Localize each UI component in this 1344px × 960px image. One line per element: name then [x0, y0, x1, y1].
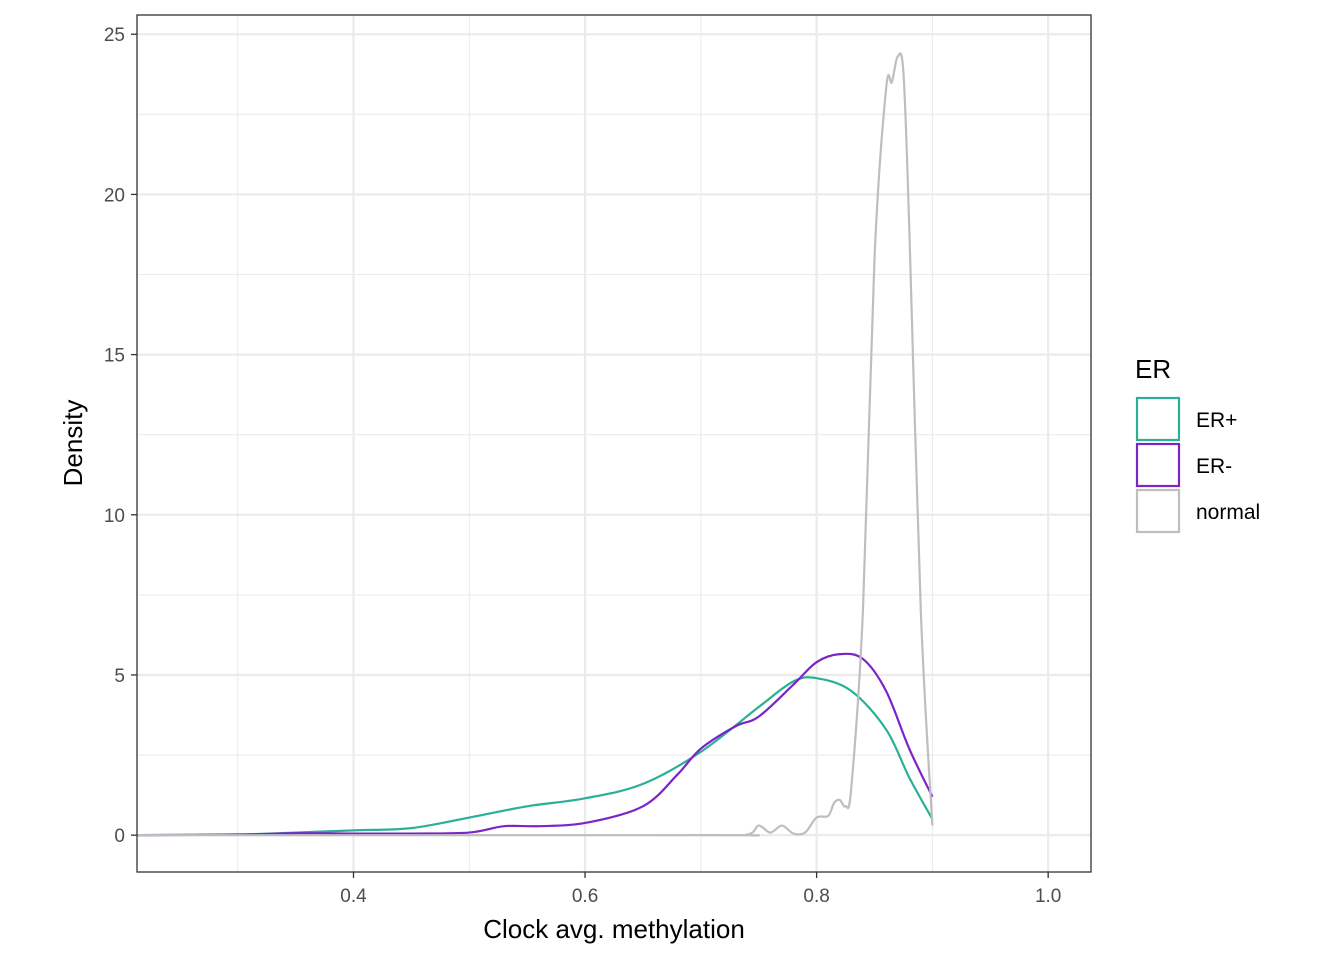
legend-key-box: [1135, 396, 1181, 442]
legend: ER ER+ ER-normal: [1135, 354, 1260, 534]
legend-label: ER-: [1196, 455, 1232, 478]
y-axis-ticks: 0 5 10 15 20 25: [104, 25, 137, 847]
y-tick-label: 20: [104, 185, 125, 206]
y-tick-label: 25: [104, 25, 125, 46]
y-tick-label: 10: [104, 506, 125, 527]
panel-border: [136, 14, 1092, 873]
x-axis-title: Clock avg. methylation: [483, 914, 745, 944]
x-tick-label: 1.0: [1035, 886, 1061, 907]
legend-title: ER: [1135, 354, 1171, 384]
y-tick-label: 0: [114, 826, 125, 847]
y-tick-label: 5: [114, 666, 125, 687]
y-tick-label: 15: [104, 346, 125, 367]
legend-key-box: [1135, 442, 1181, 488]
series-layer: [136, 52, 934, 837]
series-line-normal: [136, 52, 934, 837]
panel-background: [137, 15, 1091, 872]
x-tick-label: 0.4: [340, 886, 367, 907]
x-tick-label: 0.6: [572, 886, 598, 907]
legend-label: ER+: [1196, 409, 1237, 432]
x-axis-ticks: 0.4 0.6 0.8 1.0: [340, 872, 1061, 907]
x-tick-label: 0.8: [803, 886, 829, 907]
y-axis-title: Density: [58, 400, 88, 487]
legend-label: normal: [1196, 501, 1260, 524]
legend-key-box: [1135, 488, 1181, 534]
grid-minor: [137, 15, 1091, 872]
series-line-ERneg: [136, 652, 934, 837]
